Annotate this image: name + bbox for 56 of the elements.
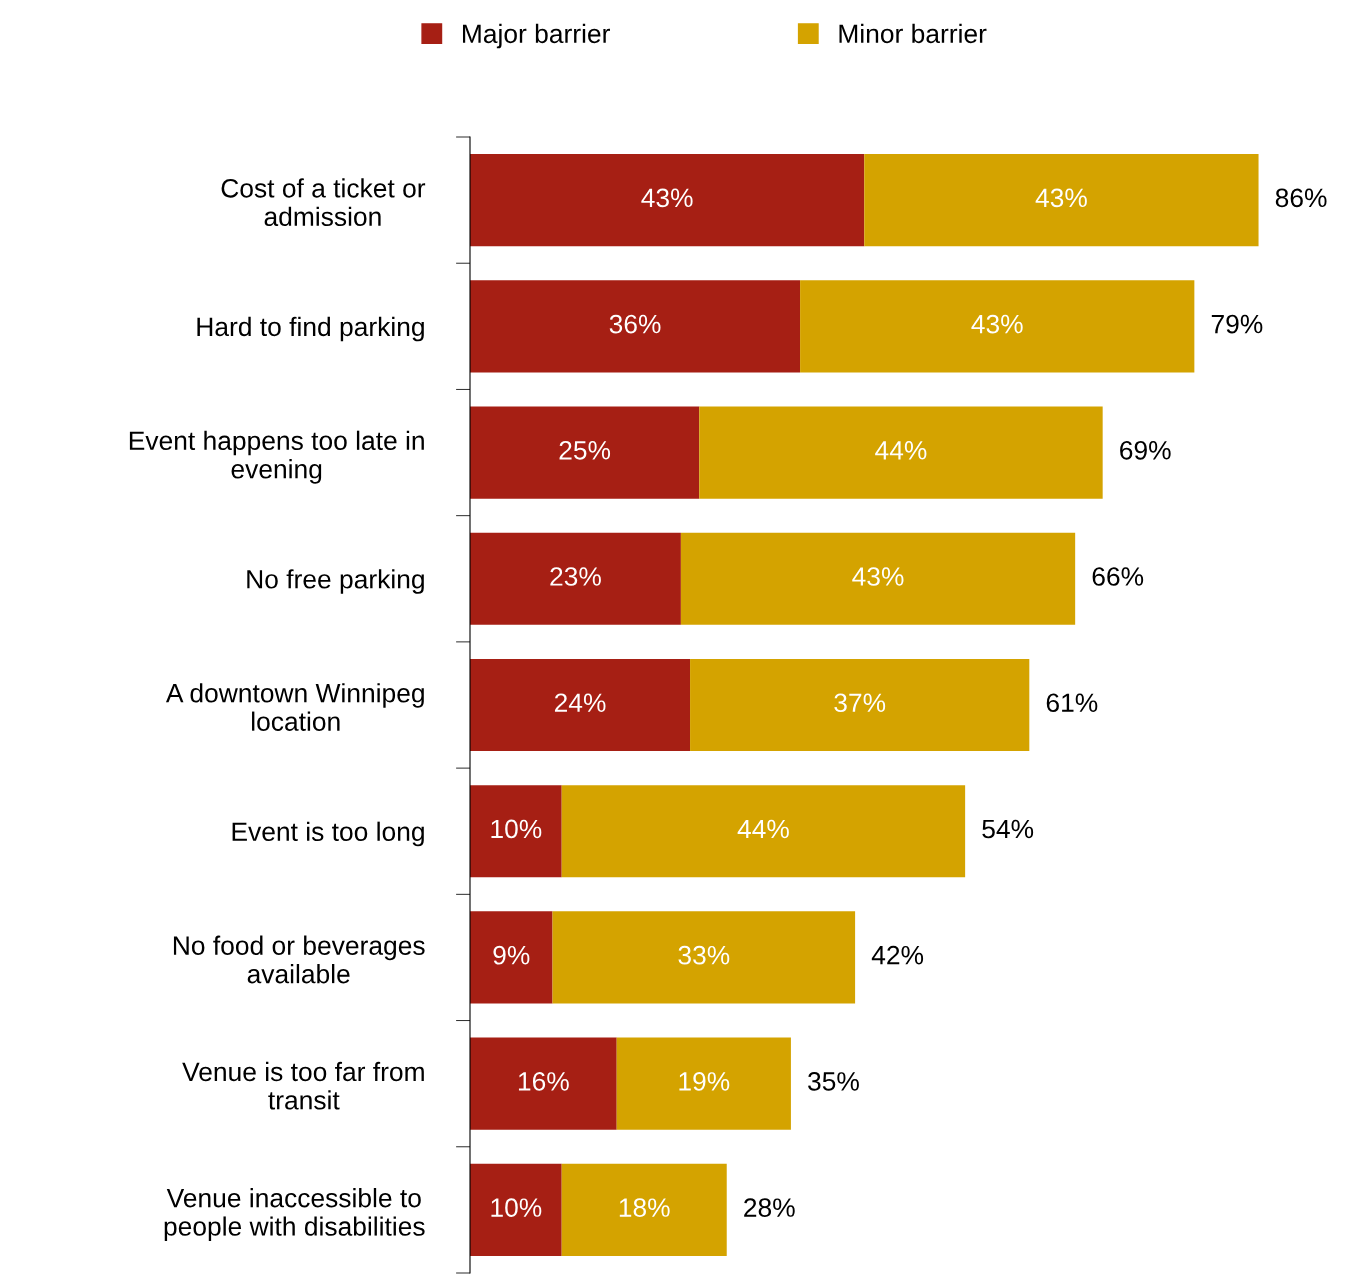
total-label: 66% [1092,567,1144,586]
data-label: 16% [518,1072,569,1091]
bar [470,911,553,1004]
bar [470,532,681,625]
data-label: 25% [559,440,611,460]
total-label: 86% [1275,188,1327,208]
y-tick-label: A downtown Winnipeg location [165,683,424,731]
total-label: 69% [1120,440,1171,460]
data-label: 43% [852,567,904,586]
data-label: 43% [1035,188,1087,208]
y-tick-label: No food or beverages available [173,935,425,984]
data-label: 44% [737,819,789,839]
bar [800,280,1195,373]
legend-label: Major barrier [462,23,610,49]
data-label: 9% [493,945,530,965]
total-label: 42% [871,945,924,965]
total-label: 35% [808,1072,859,1091]
bar [616,1037,791,1130]
bar [561,1163,727,1256]
data-label: 43% [641,188,693,208]
data-label: 43% [971,314,1023,334]
y-tick-label: Event is too long [232,821,424,847]
bar [470,658,691,752]
total-label: 79% [1211,314,1263,334]
bar [470,785,562,878]
data-label: 36% [609,314,661,334]
y-tick-label: Hard to find parking [197,316,424,342]
total-label: 54% [982,819,1034,839]
total-label: 61% [1046,693,1098,713]
y-tick-label: Cost of a ticket or admission [221,178,426,227]
data-label: 24% [554,693,606,712]
y-tick-label: Venue is too far from transit [182,1061,424,1110]
data-label: 18% [619,1198,670,1217]
bar [552,911,856,1004]
total-label: 28% [744,1198,795,1217]
data-label: 10% [491,1198,542,1217]
bar [864,154,1259,247]
data-label: 23% [550,567,601,586]
bar [561,785,966,878]
y-tick-label: Event happens too late in evening [129,430,424,484]
bar [470,1037,617,1130]
y-tick-label: No free parking [247,569,424,594]
data-label: 19% [679,1072,730,1091]
bar [470,280,801,373]
bar [470,1163,562,1256]
data-label: 10% [491,819,542,839]
bar [680,532,1076,625]
bar [699,406,1103,499]
y-tick-label: Venue inaccessible to people with disabilities [164,1188,425,1242]
data-label: 33% [678,945,730,965]
data-label: 44% [875,441,927,460]
bar [470,406,700,499]
legend-label: Minor barrier [839,23,987,44]
bar [690,658,1030,752]
data-label: 37% [834,693,886,713]
bar [470,154,865,247]
